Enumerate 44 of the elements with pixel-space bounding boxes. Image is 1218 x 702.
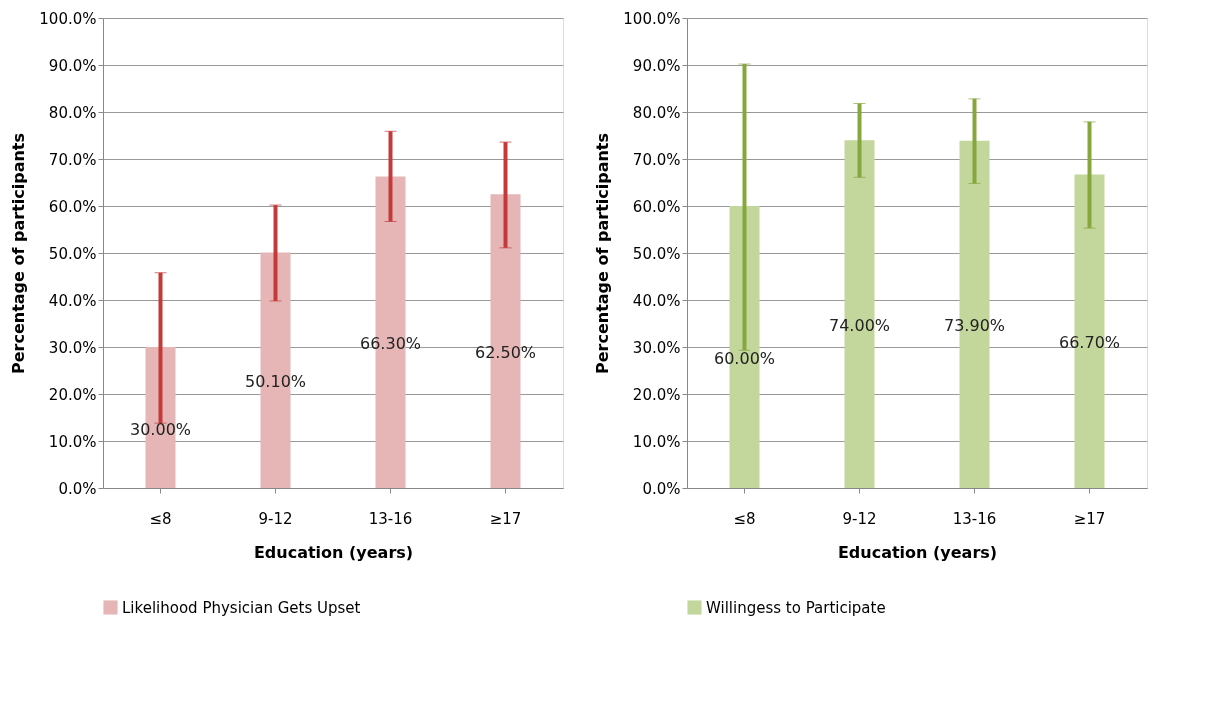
y-tick-label: 30.0% (48, 338, 97, 357)
y-tick-label: 50.0% (632, 244, 681, 263)
y-tick-label: 10.0% (632, 432, 681, 451)
data-label: 60.00% (713, 349, 776, 368)
y-tick-label: 40.0% (632, 291, 681, 310)
x-tick-label: ≤8 (733, 509, 756, 528)
x-tick-label: ≥17 (489, 509, 522, 528)
y-tick-label: 80.0% (632, 103, 681, 122)
x-tick-label: 9-12 (258, 509, 293, 528)
data-label: 74.00% (828, 316, 891, 336)
y-axis-title: Percentage of participants (593, 132, 613, 375)
y-tick-label: 60.0% (632, 197, 681, 216)
y-tick-label: 90.0% (48, 56, 97, 75)
data-label: 62.50% (474, 343, 537, 363)
x-tick-label: 13-16 (368, 509, 413, 528)
x-tick-label: ≥17 (1073, 509, 1106, 528)
legend-label: Willingess to Participate (706, 598, 886, 617)
data-label: 73.90% (943, 316, 1006, 336)
y-tick-label: 70.0% (632, 150, 681, 169)
x-tick-label: 9-12 (842, 509, 877, 528)
y-tick-label: 90.0% (632, 56, 681, 75)
y-tick-label: 0.0% (58, 479, 97, 498)
y-tick-label: 80.0% (48, 103, 97, 122)
data-label: 66.30% (359, 334, 422, 354)
data-label: 50.10% (244, 372, 307, 392)
x-tick-label: 13-16 (952, 509, 997, 528)
y-axis-title: Percentage of participants (9, 132, 29, 375)
y-tick-label: 20.0% (632, 385, 681, 404)
y-tick-label: 40.0% (48, 291, 97, 310)
y-tick-label: 0.0% (642, 479, 681, 498)
y-tick-label: 100.0% (623, 9, 681, 28)
x-tick-label: ≤8 (149, 509, 172, 528)
y-tick-label: 50.0% (48, 244, 97, 263)
y-tick-label: 100.0% (39, 9, 97, 28)
y-tick-label: 10.0% (48, 432, 97, 451)
data-label: 30.00% (129, 419, 192, 439)
y-tick-label: 20.0% (48, 385, 97, 404)
legend-label: Likelihood Physician Gets Upset (122, 598, 361, 617)
data-label: 66.70% (1058, 333, 1121, 353)
y-tick-label: 60.0% (48, 197, 97, 216)
y-tick-label: 30.0% (632, 338, 681, 357)
x-axis-title: Education (years) (253, 542, 414, 562)
y-tick-label: 70.0% (48, 150, 97, 169)
x-axis-title: Education (years) (837, 542, 998, 562)
